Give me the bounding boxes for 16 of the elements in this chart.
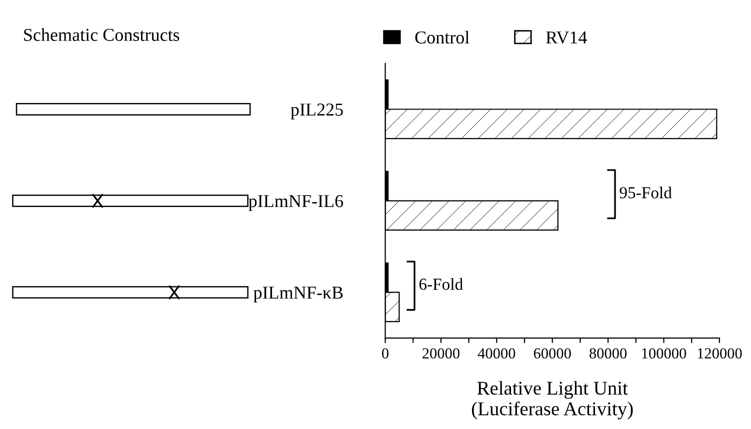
annotation: 95-Fold xyxy=(620,186,672,198)
x-tick-label: 20000 xyxy=(422,348,460,359)
y-tick-label: pIL225 xyxy=(290,104,343,120)
x-tick-label: 0 xyxy=(382,348,388,359)
x-axis-title: Relative Light Unit (Luciferase Activity) xyxy=(472,381,633,420)
x-tick-label: 80000 xyxy=(590,348,627,359)
x-tick-label: 120000 xyxy=(698,348,742,359)
legend-label: Control xyxy=(415,30,470,44)
text: Schematic Constructs xyxy=(24,28,180,41)
y-tick-label: pILmNF-κB xyxy=(254,286,343,302)
y-tick-label: pILmNF-IL6 xyxy=(248,195,344,211)
annotation: 6-Fold xyxy=(419,278,463,290)
x-tick-label: 40000 xyxy=(478,348,516,359)
x-tick-label: 60000 xyxy=(534,348,571,359)
legend-label: RV14 xyxy=(546,31,587,44)
x-tick-label: 100000 xyxy=(642,348,686,359)
